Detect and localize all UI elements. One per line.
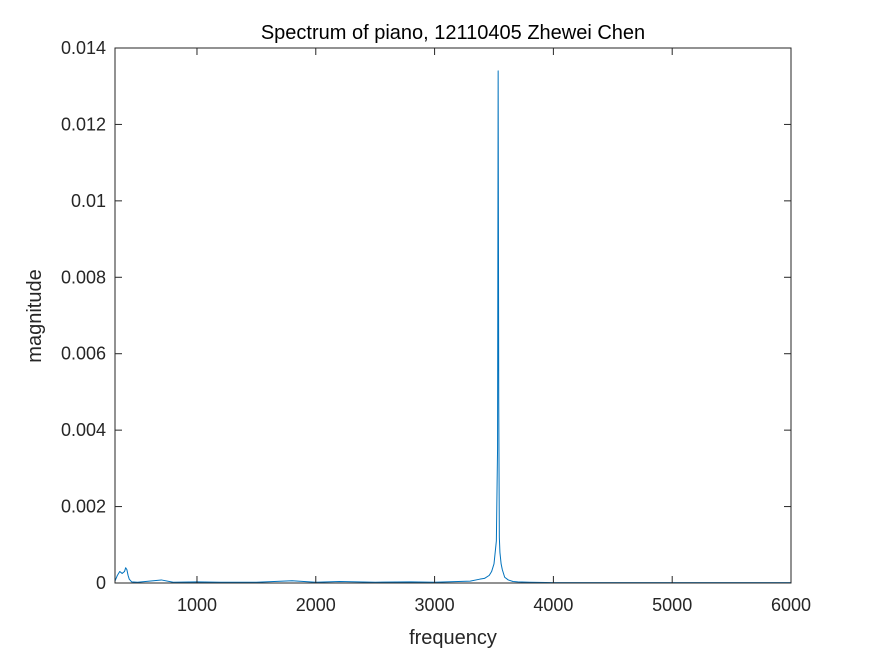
y-tick-label-5: 0.01 xyxy=(71,191,106,211)
y-tick-label-4: 0.008 xyxy=(61,267,106,287)
x-axis-title: frequency xyxy=(409,627,497,649)
x-tick-label-3000: 3000 xyxy=(415,595,455,615)
x-tick-label-6000: 6000 xyxy=(771,595,811,615)
y-tick-label-3: 0.006 xyxy=(61,344,106,364)
x-tick-label-1000: 1000 xyxy=(177,595,217,615)
axes-box xyxy=(114,47,792,584)
y-tick-label-1: 0.002 xyxy=(61,497,106,517)
y-tick-label-0: 0 xyxy=(96,573,106,593)
x-tick-label-2000: 2000 xyxy=(296,595,336,615)
x-tick-label-4000: 4000 xyxy=(533,595,573,615)
x-axis-ticks: 1000 2000 3000 4000 5000 6000 xyxy=(177,48,811,615)
chart-title: Spectrum of piano, 12110405 Zhewei Chen xyxy=(261,22,645,44)
y-axis-title: magnitude xyxy=(24,269,46,362)
plot-area xyxy=(115,48,791,583)
series-layer xyxy=(114,70,791,584)
y-axis-ticks: 0 0.002 0.004 0.006 0.008 0.01 0.012 0.014 xyxy=(61,38,791,593)
y-tick-label-6: 0.012 xyxy=(61,114,106,134)
y-tick-label-2: 0.004 xyxy=(61,420,106,440)
y-tick-label-7: 0.014 xyxy=(61,38,106,58)
series-line-0 xyxy=(114,70,791,584)
x-tick-label-5000: 5000 xyxy=(652,595,692,615)
